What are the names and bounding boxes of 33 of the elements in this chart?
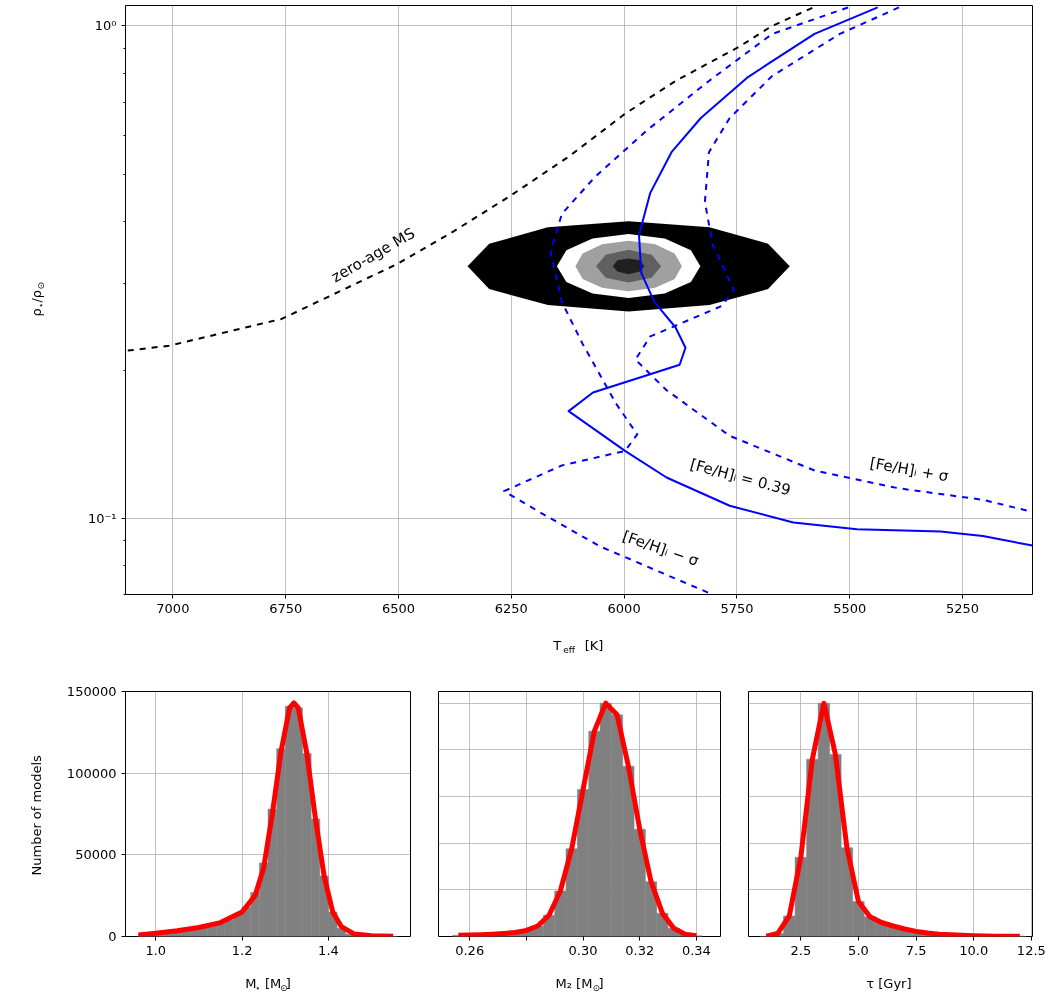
y-tick-label: 10⁻¹ bbox=[87, 510, 117, 526]
x-tick-label: 0.32 bbox=[625, 942, 655, 958]
x-tick-label: 5250 bbox=[946, 600, 980, 616]
x-tick-label: 0.30 bbox=[568, 942, 598, 958]
x-tick-label: 1.4 bbox=[318, 942, 339, 958]
x-tick-label: 6750 bbox=[269, 600, 303, 616]
x-tick-label: 6500 bbox=[381, 600, 416, 616]
x-tick-label: 5750 bbox=[720, 600, 754, 616]
x-tick-label: 7000 bbox=[156, 600, 190, 616]
y-tick-label: 10⁰ bbox=[94, 18, 117, 34]
annotation: [Fe/H]ᵢ + σ bbox=[868, 453, 951, 486]
x-tick-label: 5500 bbox=[833, 600, 867, 616]
x-tick-label: 5.0 bbox=[848, 942, 869, 958]
x-tick-label: 12.5 bbox=[1016, 942, 1046, 958]
x-axis-title: M₂ [M⊙] bbox=[555, 975, 604, 993]
y-tick-label: 0 bbox=[108, 929, 117, 944]
y-tick-label: 50000 bbox=[75, 847, 117, 863]
x-axis-title: M⋆ [M⊙] bbox=[245, 975, 291, 993]
y-axis-title: ρ⋆/ρ⊙ bbox=[29, 281, 47, 317]
y-tick-label: 150000 bbox=[66, 684, 117, 699]
x-tick-label: 6000 bbox=[607, 600, 641, 616]
x-tick-label: 2.5 bbox=[790, 942, 812, 958]
x-tick-label: 6250 bbox=[494, 600, 528, 616]
x-tick-label: 7.5 bbox=[905, 942, 927, 958]
x-tick-label: 1.2 bbox=[231, 942, 253, 958]
x-axis-title: τ [Gyr] bbox=[866, 975, 912, 991]
x-tick-label: 0.34 bbox=[681, 942, 711, 958]
x-tick-label: 1.0 bbox=[145, 942, 167, 958]
y-tick-label: 100000 bbox=[66, 765, 117, 781]
annotation: [Fe/H]ᵢ = 0.39 bbox=[688, 455, 793, 500]
y-axis-title: Number of models bbox=[29, 754, 44, 876]
x-tick-label: 10.0 bbox=[959, 942, 989, 958]
x-tick-label: 0.26 bbox=[455, 942, 485, 958]
